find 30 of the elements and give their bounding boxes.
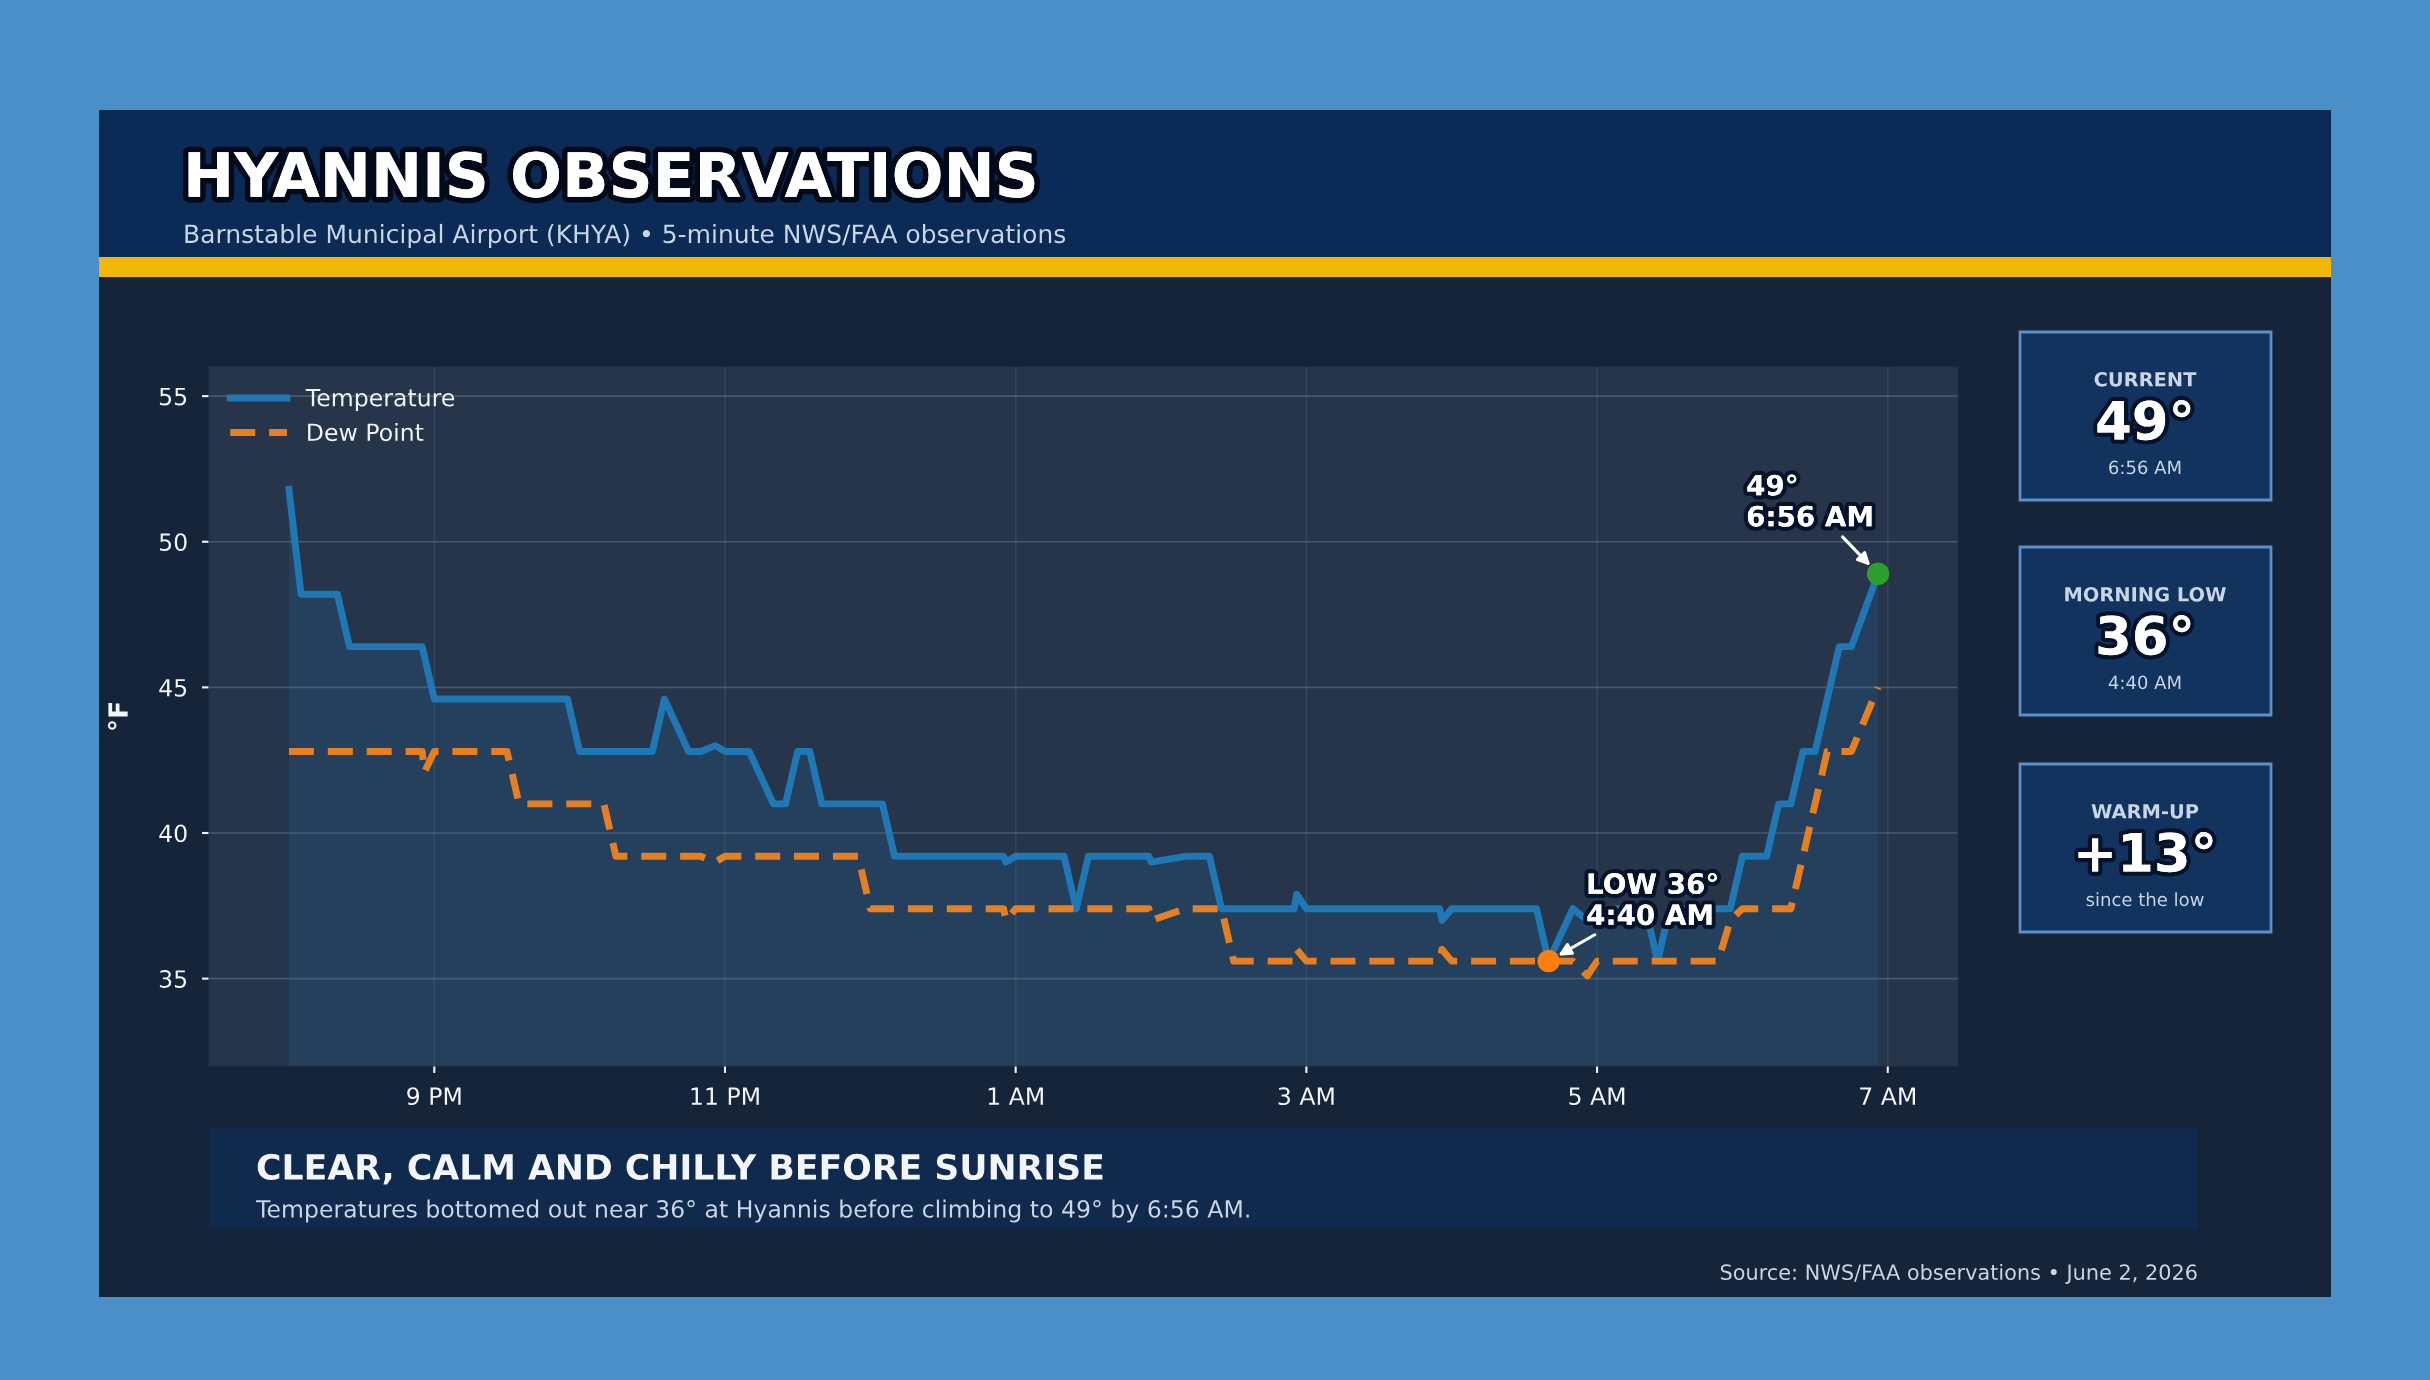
y-tick-label: 40 — [159, 824, 187, 843]
text: Temperatures bottomed out near 36° at Hyannis before climbing to 49° by 6:56 AM. — [255, 1199, 1249, 1223]
text: CLEAR, CALM AND CHILLY BEFORE SUNRISE — [257, 1153, 1103, 1185]
text: +13° — [2078, 832, 2213, 873]
y-tick-label: 50 — [159, 533, 187, 552]
text: 36° — [2098, 615, 2191, 656]
text: 4:40 AM — [2108, 675, 2181, 690]
x-tick-label: 11 PM — [691, 1087, 759, 1105]
x-tick-label: 1 AM — [988, 1087, 1043, 1105]
legend-label: Dew Point — [308, 422, 424, 442]
x-tick-label: 5 AM — [1569, 1087, 1625, 1106]
annotation: LOW 36° 4:40 AM — [1587, 872, 1717, 926]
chart-title: HYANNIS OBSERVATIONS — [188, 151, 1035, 198]
text: 49° — [2097, 400, 2191, 441]
x-tick-label: 7 AM — [1860, 1087, 1915, 1105]
y-tick-label: 55 — [159, 387, 187, 406]
chart-subtitle: Barnstable Municipal Airport (KHYA) • 5-minute NWS/FAA observations — [185, 223, 1066, 249]
text: 6:56 AM — [2109, 460, 2181, 475]
text: since the low — [2086, 892, 2204, 907]
x-tick-label: 9 PM — [407, 1087, 461, 1106]
source-note: Source: NWS/FAA observations • June 2, 2026 — [1720, 1263, 2197, 1284]
y-tick-label: 45 — [159, 679, 187, 697]
y-tick-label: 35 — [159, 970, 187, 988]
text: MORNING LOW — [2065, 586, 2226, 602]
x-tick-label: 3 AM — [1278, 1087, 1334, 1106]
annotation: 49° 6:56 AM — [1747, 474, 1872, 527]
text: WARM-UP — [2091, 804, 2199, 819]
legend-label: Temperature — [305, 388, 455, 412]
y-axis-title: °F — [107, 703, 128, 730]
text: CURRENT — [2094, 371, 2197, 387]
